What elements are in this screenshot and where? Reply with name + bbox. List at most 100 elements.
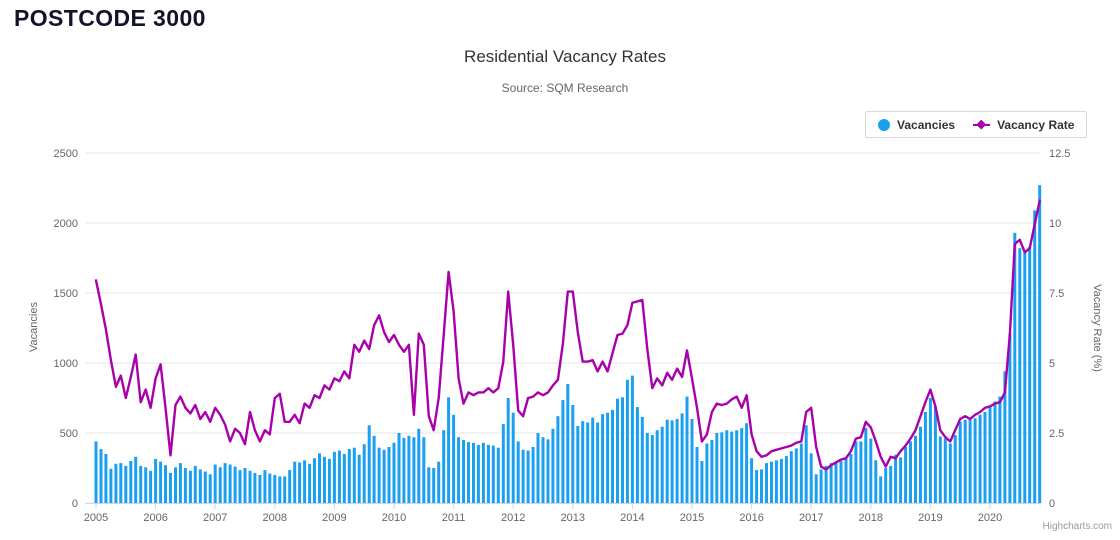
- vacancies-bar[interactable]: [928, 398, 932, 503]
- vacancies-bar[interactable]: [313, 458, 316, 503]
- vacancies-bar[interactable]: [293, 461, 297, 503]
- vacancies-bar[interactable]: [630, 375, 634, 503]
- vacancies-bar[interactable]: [1013, 232, 1017, 504]
- vacancies-bar[interactable]: [983, 412, 987, 503]
- vacancies-bar[interactable]: [1038, 185, 1042, 503]
- vacancies-bar[interactable]: [973, 418, 977, 503]
- vacancies-bar[interactable]: [770, 461, 773, 503]
- vacancies-bar[interactable]: [829, 463, 833, 503]
- vacancies-bar[interactable]: [576, 426, 580, 503]
- vacancies-bar[interactable]: [347, 449, 351, 503]
- vacancies-bar[interactable]: [1023, 252, 1027, 503]
- vacancies-bar[interactable]: [188, 470, 192, 503]
- vacancies-bar[interactable]: [953, 435, 957, 503]
- vacancies-bar[interactable]: [248, 470, 252, 503]
- vacancies-bar[interactable]: [779, 458, 783, 503]
- vacancies-bar[interactable]: [601, 414, 605, 503]
- vacancies-bar[interactable]: [327, 458, 331, 503]
- vacancies-bar[interactable]: [745, 423, 749, 503]
- vacancies-bar[interactable]: [253, 472, 257, 503]
- vacancies-bar[interactable]: [1033, 210, 1037, 503]
- vacancies-bar[interactable]: [938, 436, 942, 504]
- vacancies-bar[interactable]: [213, 464, 217, 504]
- vacancies-bar[interactable]: [660, 426, 664, 503]
- vacancies-bar[interactable]: [695, 447, 699, 503]
- vacancies-bar[interactable]: [640, 416, 644, 503]
- vacancies-bar[interactable]: [854, 441, 858, 503]
- vacancies-bar[interactable]: [397, 433, 401, 503]
- vacancies-bar[interactable]: [124, 465, 128, 503]
- vacancies-bar[interactable]: [94, 441, 98, 503]
- vacancies-bar[interactable]: [387, 447, 391, 503]
- vacancies-bar[interactable]: [99, 449, 103, 503]
- vacancies-bar[interactable]: [104, 454, 108, 503]
- vacancies-bar[interactable]: [526, 450, 530, 504]
- vacancies-bar[interactable]: [635, 407, 639, 503]
- vacancies-bar[interactable]: [174, 467, 177, 503]
- vacancies-bar[interactable]: [476, 444, 480, 503]
- vacancies-bar[interactable]: [551, 428, 555, 503]
- vacancies-bar[interactable]: [223, 463, 227, 503]
- vacancies-bar[interactable]: [616, 398, 619, 503]
- vacancies-bar[interactable]: [238, 470, 242, 503]
- vacancies-bar[interactable]: [164, 465, 167, 503]
- vacancies-bar[interactable]: [894, 454, 898, 503]
- vacancies-bar[interactable]: [318, 453, 321, 503]
- vacancies-bar[interactable]: [933, 406, 937, 503]
- vacancies-bar[interactable]: [760, 469, 763, 503]
- vacancies-bar[interactable]: [819, 469, 823, 503]
- vacancies-bar[interactable]: [784, 456, 788, 503]
- vacancies-bar[interactable]: [948, 443, 952, 504]
- vacancies-bar[interactable]: [824, 465, 828, 503]
- vacancies-bar[interactable]: [879, 476, 883, 503]
- vacancies-bar[interactable]: [422, 437, 426, 503]
- vacancies-bar[interactable]: [178, 463, 182, 503]
- vacancies-bar[interactable]: [611, 409, 614, 503]
- vacancies-bar[interactable]: [720, 432, 724, 503]
- vacancies-bar[interactable]: [531, 447, 535, 503]
- vacancies-bar[interactable]: [208, 474, 212, 503]
- vacancies-bar[interactable]: [263, 470, 267, 503]
- vacancies-bar[interactable]: [789, 451, 793, 503]
- vacancies-bar[interactable]: [218, 467, 222, 503]
- vacancies-bar[interactable]: [700, 461, 704, 503]
- vacancies-bar[interactable]: [134, 456, 138, 503]
- vacancies-bar[interactable]: [993, 401, 997, 504]
- vacancies-bar[interactable]: [268, 473, 272, 503]
- vacancies-bar[interactable]: [432, 468, 436, 503]
- vacancies-bar[interactable]: [303, 460, 307, 503]
- vacancies-bar[interactable]: [670, 420, 674, 503]
- vacancies-bar[interactable]: [943, 438, 947, 503]
- vacancies-bar[interactable]: [149, 470, 153, 503]
- vacancies-bar[interactable]: [501, 423, 505, 503]
- vacancies-bar[interactable]: [571, 405, 575, 503]
- vacancies-bar[interactable]: [725, 430, 729, 503]
- vacancies-bar[interactable]: [740, 428, 744, 503]
- vacancies-bar[interactable]: [298, 462, 302, 503]
- vacancies-bar[interactable]: [183, 468, 187, 503]
- vacancies-bar[interactable]: [417, 428, 421, 503]
- vacancies-bar[interactable]: [288, 470, 292, 503]
- vacancies-bar[interactable]: [273, 475, 277, 503]
- vacancies-bar[interactable]: [581, 421, 585, 503]
- vacancies-bar[interactable]: [755, 470, 759, 503]
- vacancies-bar[interactable]: [899, 457, 903, 504]
- vacancies-bar[interactable]: [621, 397, 624, 503]
- vacancies-bar[interactable]: [665, 419, 669, 503]
- vacancies-bar[interactable]: [412, 437, 416, 503]
- vacancies-bar[interactable]: [511, 412, 515, 503]
- vacancies-bar[interactable]: [491, 445, 495, 503]
- vacancies-bar[interactable]: [675, 419, 679, 503]
- vacancies-bar[interactable]: [283, 476, 287, 503]
- vacancies-bar[interactable]: [988, 406, 992, 503]
- vacancies-bar[interactable]: [586, 422, 590, 504]
- vacancies-bar[interactable]: [516, 441, 520, 503]
- vacancies-bar[interactable]: [799, 443, 803, 504]
- vacancies-bar[interactable]: [864, 428, 868, 503]
- vacancies-bar[interactable]: [804, 425, 808, 503]
- vacancies-bar[interactable]: [1008, 333, 1012, 503]
- vacancies-bar[interactable]: [655, 430, 659, 503]
- vacancies-bar[interactable]: [546, 439, 550, 503]
- vacancies-bar[interactable]: [193, 465, 197, 503]
- vacancies-bar[interactable]: [119, 463, 123, 503]
